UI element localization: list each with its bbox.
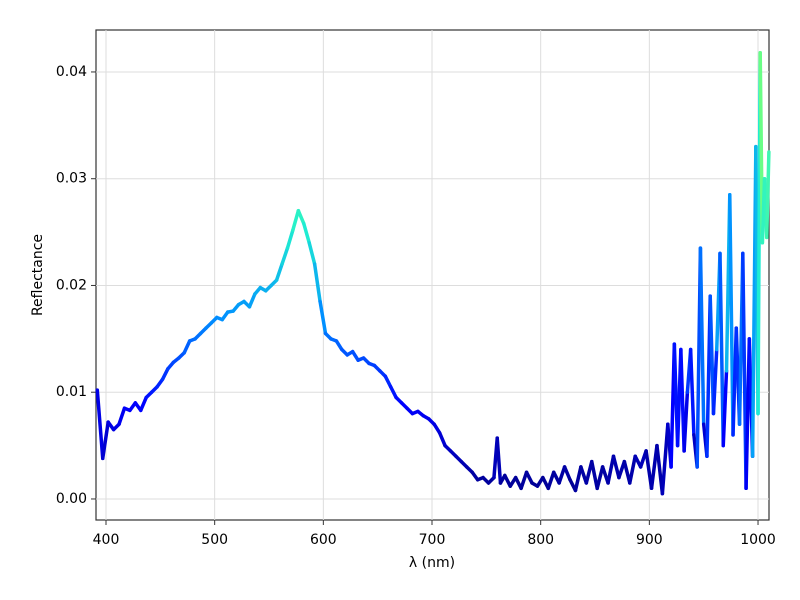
line-segment — [437, 431, 447, 448]
line-segment — [628, 454, 637, 485]
x-tick-label: 400 — [93, 532, 120, 548]
line-segment — [383, 374, 393, 389]
line-segment — [95, 388, 105, 461]
line-segment — [117, 406, 127, 426]
line-segment — [312, 262, 322, 304]
line-segment — [728, 192, 735, 437]
data-line — [95, 50, 771, 496]
line-segment — [590, 459, 599, 491]
y-tick-label: 0.04 — [56, 64, 87, 80]
line-segment — [274, 262, 284, 282]
line-segment — [388, 385, 398, 400]
x-axis-label: λ (nm) — [409, 555, 455, 571]
line-segment — [721, 369, 729, 448]
line-segment — [711, 347, 719, 416]
grid — [96, 30, 769, 520]
y-axis-label: Reflectance — [30, 234, 46, 316]
line-segment — [764, 150, 771, 240]
line-segment — [573, 465, 583, 493]
x-tick-label: 600 — [310, 532, 337, 548]
y-tick-label: 0.00 — [56, 491, 87, 507]
line-segment — [519, 470, 529, 491]
line-segment — [247, 292, 257, 309]
line-segment — [296, 208, 306, 226]
line-segment — [546, 470, 556, 491]
line-segment — [718, 251, 725, 448]
line-segment — [688, 347, 696, 437]
line-segment — [595, 465, 605, 491]
x-tick-label: 700 — [419, 532, 446, 548]
line-segment — [606, 454, 616, 485]
x-tick-label: 500 — [201, 532, 228, 548]
y-tick-label: 0.03 — [56, 171, 87, 187]
line-segment — [291, 208, 301, 232]
line-segment — [302, 221, 311, 245]
line-segment — [611, 454, 621, 480]
line-segment — [100, 420, 110, 461]
x-tick-label: 900 — [636, 532, 663, 548]
line-segment — [682, 390, 690, 453]
line-segment — [524, 470, 534, 485]
y-tick-label: 0.01 — [56, 384, 87, 400]
line-segment — [160, 366, 170, 382]
y-tick-label: 0.02 — [56, 277, 87, 293]
line-segment — [660, 422, 670, 496]
line-segment — [318, 299, 328, 336]
line-segment — [562, 465, 572, 482]
line-segment — [182, 339, 192, 355]
x-tick-label: 800 — [527, 532, 554, 548]
line-segment — [139, 395, 148, 413]
line-segment — [280, 246, 290, 266]
line-segment — [307, 241, 317, 266]
x-tick-label: 1000 — [740, 532, 776, 548]
line-segment — [285, 228, 295, 250]
line-segment — [495, 436, 503, 485]
line-segment — [698, 246, 706, 426]
line-segment — [557, 465, 567, 485]
